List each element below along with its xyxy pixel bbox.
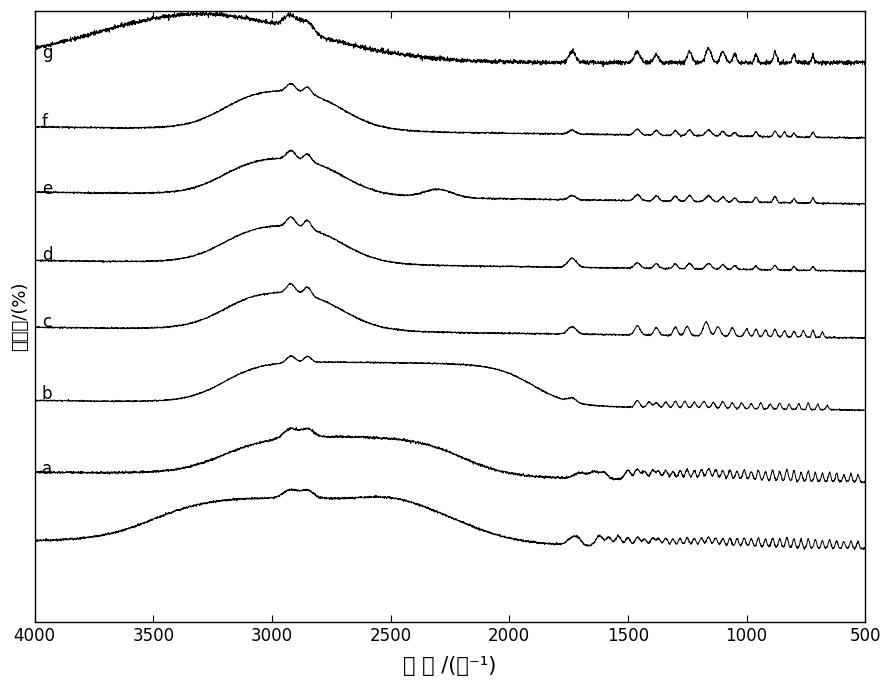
Text: e: e (42, 180, 52, 198)
X-axis label: 波 长 /(㏘⁻¹): 波 长 /(㏘⁻¹) (403, 656, 497, 676)
Text: a: a (42, 460, 52, 478)
Text: g: g (42, 44, 53, 62)
Text: c: c (42, 313, 51, 331)
Text: b: b (42, 385, 53, 403)
Text: f: f (42, 113, 47, 131)
Text: d: d (42, 247, 53, 264)
Y-axis label: 透光率/(%): 透光率/(%) (11, 282, 29, 351)
